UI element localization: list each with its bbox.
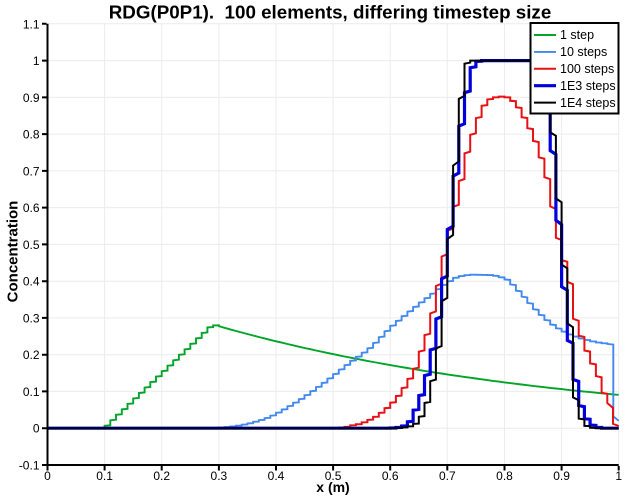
svg-text:1: 1 (615, 469, 622, 483)
svg-text:RDG(P0P1). 100 elements, diff: RDG(P0P1). 100 elements, differing times… (109, 2, 552, 23)
svg-text:0.4: 0.4 (268, 469, 285, 483)
svg-text:1: 1 (33, 54, 40, 68)
svg-text:0.3: 0.3 (211, 469, 228, 483)
svg-text:10 steps: 10 steps (560, 45, 607, 59)
svg-text:0.2: 0.2 (23, 348, 40, 362)
svg-text:0.1: 0.1 (23, 385, 40, 399)
svg-text:0.8: 0.8 (496, 469, 513, 483)
svg-text:0: 0 (33, 422, 40, 436)
svg-text:100 steps: 100 steps (560, 62, 614, 76)
svg-text:0.2: 0.2 (153, 469, 170, 483)
svg-text:0.4: 0.4 (23, 275, 40, 289)
svg-text:0.1: 0.1 (96, 469, 113, 483)
svg-text:Concentration: Concentration (4, 201, 21, 303)
svg-text:0.9: 0.9 (553, 469, 570, 483)
svg-text:1 step: 1 step (560, 28, 594, 42)
svg-text:1.1: 1.1 (23, 17, 40, 31)
svg-text:0.7: 0.7 (23, 164, 40, 178)
svg-text:0.8: 0.8 (23, 128, 40, 142)
svg-text:0.9: 0.9 (23, 91, 40, 105)
svg-text:0.6: 0.6 (23, 201, 40, 215)
svg-text:1E4 steps: 1E4 steps (560, 96, 616, 110)
svg-text:x (m): x (m) (316, 479, 349, 495)
svg-text:0.6: 0.6 (382, 469, 399, 483)
svg-text:0: 0 (44, 469, 51, 483)
svg-text:1E3 steps: 1E3 steps (560, 79, 616, 93)
svg-text:-0.1: -0.1 (19, 459, 40, 473)
svg-text:0.5: 0.5 (23, 238, 40, 252)
svg-text:0.5: 0.5 (325, 469, 342, 483)
svg-text:0.3: 0.3 (23, 311, 40, 325)
svg-text:0.7: 0.7 (439, 469, 456, 483)
